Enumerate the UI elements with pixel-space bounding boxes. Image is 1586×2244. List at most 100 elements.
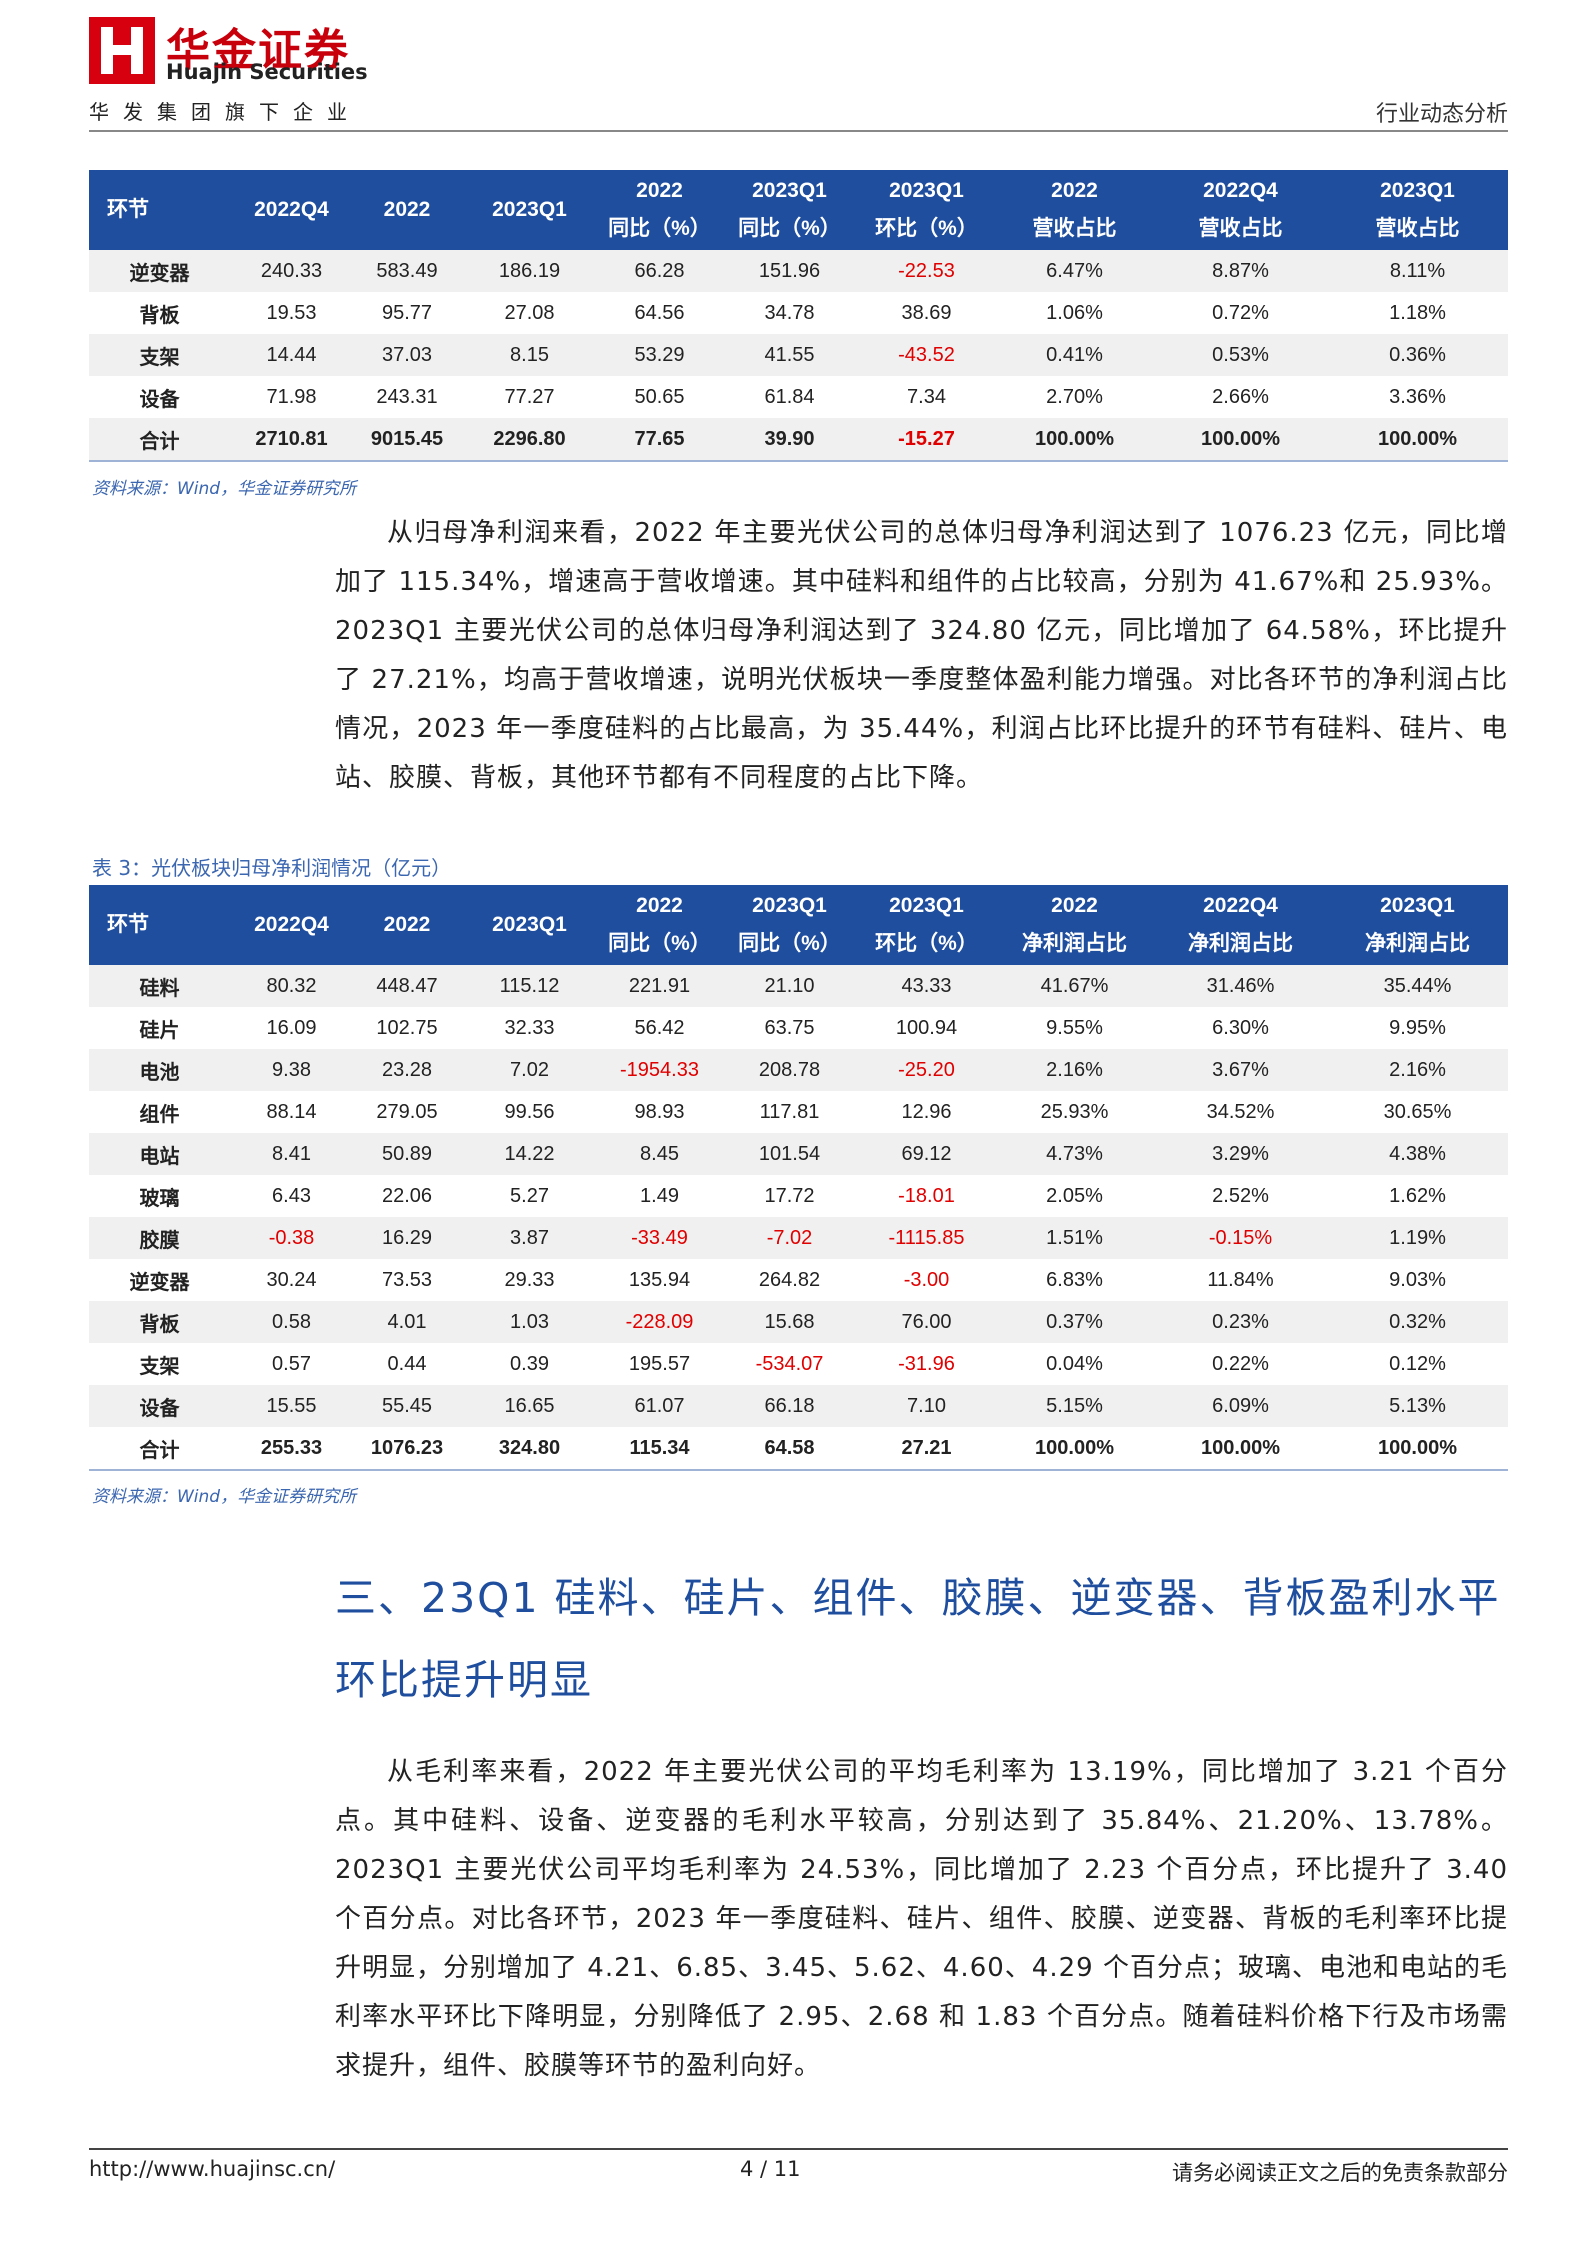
cell: 61.84 (764, 385, 815, 408)
cell: 4.38% (1327, 1133, 1508, 1175)
cell: 43.33 (858, 965, 995, 1007)
cell: 8.15 (461, 334, 598, 376)
cell: 279.05 (376, 1100, 438, 1123)
cell: 6.43 (272, 1184, 311, 1207)
header-text: 2023Q1 (1380, 894, 1455, 917)
cell: 95.77 (381, 301, 433, 324)
cell: 55.45 (353, 1385, 461, 1427)
cell: 100.00% (1327, 418, 1508, 462)
cell: -228.09 (598, 1301, 721, 1343)
cell: 76.00 (858, 1301, 995, 1343)
cell: 8.87% (1154, 250, 1327, 292)
row: 设备 15.55 55.45 16.65 61.07 66.18 7.10 5.15% 6.09… (89, 1385, 1508, 1427)
cell: 1.06% (1046, 301, 1103, 324)
cell: 玻璃 (139, 1187, 180, 1210)
cell: 8.45 (598, 1133, 721, 1175)
header-text: 2023Q1 (889, 894, 964, 917)
header-cell: 2022 净利润占比 (995, 885, 1154, 965)
cell: 102.75 (376, 1016, 438, 1039)
cell: 583.49 (353, 250, 461, 292)
header-row: 环节 2022Q4 2022 2023Q1 2022 同比（%） 2023Q1 同比（%） 20… (89, 170, 1508, 250)
cell: 0.12% (1389, 1352, 1446, 1375)
header-cell: 2023Q1 环比（%） (858, 885, 995, 965)
cell: 14.44 (230, 334, 353, 376)
cell: 0.44 (387, 1352, 427, 1375)
cell: -3.00 (903, 1268, 950, 1291)
footer-url: http://www.huajinsc.cn/ (89, 2157, 336, 2181)
cell: 电站 (89, 1133, 230, 1175)
cell: 合计 (89, 1427, 230, 1471)
cell: 5.15% (995, 1385, 1154, 1427)
cell: -534.07 (755, 1352, 824, 1375)
header-text: 净利润占比 (1365, 932, 1470, 955)
cell: 2.52% (1212, 1184, 1269, 1207)
cell: 98.93 (634, 1100, 685, 1123)
cell: 115.12 (461, 965, 598, 1007)
cell: 组件 (139, 1103, 180, 1126)
cell: 6.30% (1212, 1016, 1269, 1039)
cell: 0.53% (1154, 334, 1327, 376)
row: 合计 255.33 1076.23 324.80 115.34 64.58 27.21 100… (89, 1427, 1508, 1471)
cell: 1.51% (995, 1217, 1154, 1259)
header-text: 2023Q1 (752, 179, 827, 202)
cell: -0.15% (1154, 1217, 1327, 1259)
cell: 30.65% (1383, 1100, 1452, 1123)
header-text: 同比（%） (738, 932, 841, 955)
cell: 硅片 (139, 1019, 180, 1042)
cell: 0.04% (1046, 1352, 1103, 1375)
header-text: 2022Q4 (1203, 179, 1278, 202)
cell: 7.02 (461, 1049, 598, 1091)
cell: -22.53 (858, 250, 995, 292)
cell: 73.53 (381, 1268, 433, 1291)
cell: 1.18% (1389, 301, 1446, 324)
header-text: 环比（%） (875, 932, 978, 955)
header-cell: 2022 同比（%） (598, 170, 721, 250)
cell: 39.90 (721, 418, 858, 462)
cell: 63.75 (764, 1016, 815, 1039)
cell: 2.70% (1046, 385, 1103, 408)
header-text: 2022 (636, 179, 683, 202)
cell: 6.47% (995, 250, 1154, 292)
row: 硅片 16.09 102.75 32.33 56.42 63.75 100.94 9.55% 6… (89, 1007, 1508, 1049)
cell: 1.03 (461, 1301, 598, 1343)
cell: 61.07 (598, 1385, 721, 1427)
cell: 264.82 (758, 1268, 821, 1291)
cell: 4.01 (353, 1301, 461, 1343)
cell: 53.29 (598, 334, 721, 376)
paragraph: 从毛利率来看，2022 年主要光伏公司的平均毛利率为 13.19%，同比增加了 … (335, 1757, 1508, 2081)
cell: 32.33 (504, 1016, 555, 1039)
header-text: 同比（%） (608, 932, 711, 955)
header-text: 2022 (383, 913, 431, 936)
cell: 9.95% (1389, 1016, 1446, 1039)
cell: 0.72% (1212, 301, 1269, 324)
cell: 0.32% (1327, 1301, 1508, 1343)
cell: 80.32 (230, 965, 353, 1007)
header-text: 环节 (107, 913, 149, 936)
header-text: 2023Q1 (492, 913, 567, 936)
row: 设备 71.98 243.31 77.27 50.65 61.84 7.34 2.70% 2.6… (89, 376, 1508, 418)
header-text: 营收占比 (1375, 217, 1460, 240)
row: 合计 2710.81 9015.45 2296.80 77.65 39.90 -15.27 1… (89, 418, 1508, 462)
cell: 23.28 (353, 1049, 461, 1091)
cell: 66.28 (598, 250, 721, 292)
header-text: 净利润占比 (1022, 932, 1127, 955)
cell: 2.16% (995, 1049, 1154, 1091)
page-number: 4 / 11 (740, 2157, 801, 2181)
cell: 117.81 (759, 1100, 820, 1123)
brand-en: Huajin Securities (166, 60, 368, 84)
header-text: 环比（%） (875, 217, 978, 240)
cell: 151.96 (721, 250, 858, 292)
header-cell: 2022Q4 营收占比 (1154, 170, 1327, 250)
cell: -33.49 (598, 1217, 721, 1259)
cell: 0.41% (995, 334, 1154, 376)
cell: -31.96 (898, 1352, 955, 1375)
cell: 支架 (139, 1355, 180, 1378)
cell: 电池 (89, 1049, 230, 1091)
cell: 22.06 (381, 1184, 433, 1207)
header-text: 2022 (1051, 894, 1098, 917)
cell: 448.47 (353, 965, 461, 1007)
header-row: 环节 2022Q4 2022 2023Q1 2022 同比（%） 2023Q1 同比（%） 20… (89, 885, 1508, 965)
cell: 77.27 (504, 385, 555, 408)
cell: 设备 (139, 388, 180, 411)
section-heading: 三、23Q1 硅料、硅片、组件、胶膜、逆变器、背板盈利水平环比提升明显 (335, 1574, 1501, 1704)
